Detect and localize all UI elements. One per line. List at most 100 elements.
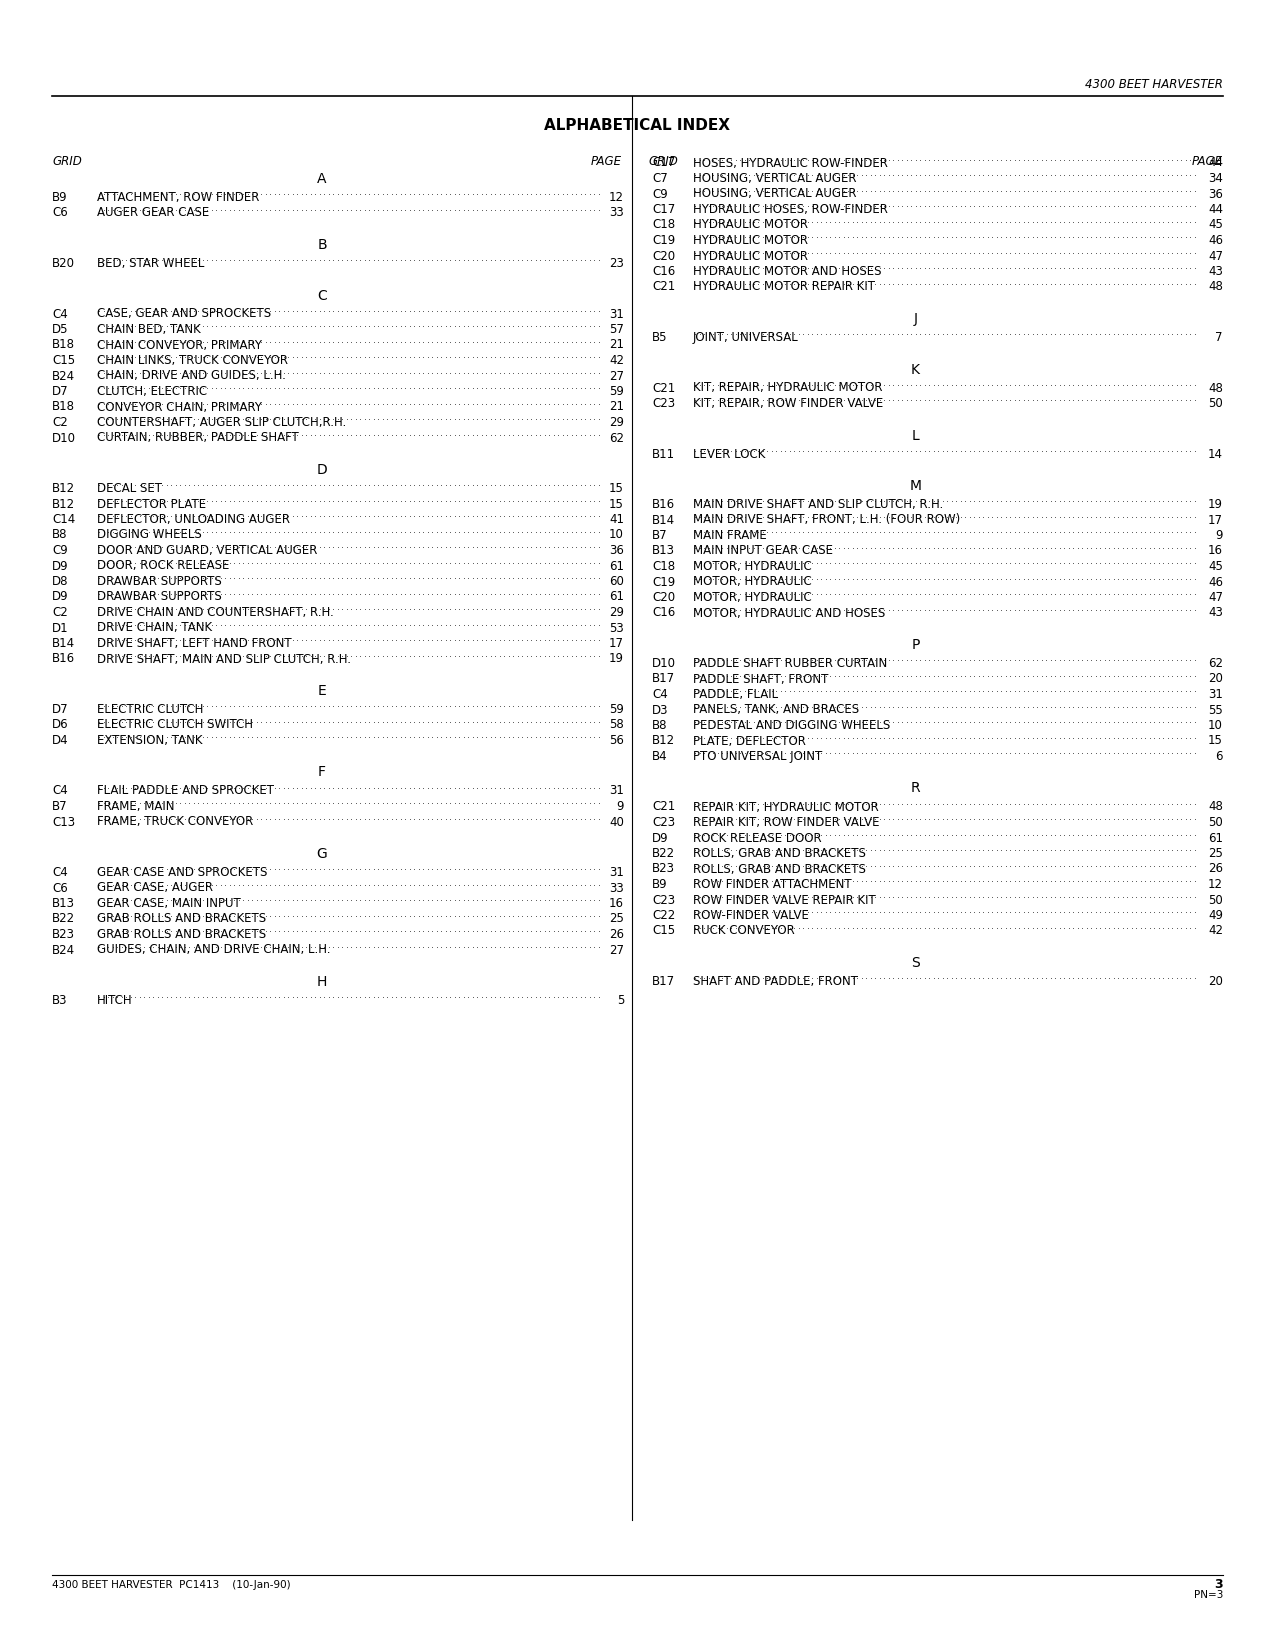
Text: MAIN DRIVE SHAFT, FRONT, L.H. (FOUR ROW): MAIN DRIVE SHAFT, FRONT, L.H. (FOUR ROW) (694, 513, 960, 526)
Text: C23: C23 (652, 894, 676, 906)
Text: C9: C9 (52, 544, 68, 558)
Text: 4300 BEET HARVESTER: 4300 BEET HARVESTER (1085, 78, 1223, 91)
Text: SHAFT AND PADDLE, FRONT: SHAFT AND PADDLE, FRONT (694, 975, 858, 988)
Text: 49: 49 (1207, 909, 1223, 922)
Text: C15: C15 (652, 924, 676, 937)
Text: PADDLE SHAFT RUBBER CURTAIN: PADDLE SHAFT RUBBER CURTAIN (694, 657, 887, 670)
Text: 50: 50 (1209, 817, 1223, 828)
Text: CHAIN, DRIVE AND GUIDES, L.H.: CHAIN, DRIVE AND GUIDES, L.H. (97, 370, 286, 383)
Text: DOOR AND GUARD, VERTICAL AUGER: DOOR AND GUARD, VERTICAL AUGER (97, 544, 317, 558)
Text: 47: 47 (1207, 591, 1223, 604)
Text: 46: 46 (1207, 234, 1223, 248)
Text: B12: B12 (52, 498, 75, 510)
Text: 12: 12 (1207, 878, 1223, 891)
Text: GRAB ROLLS AND BRACKETS: GRAB ROLLS AND BRACKETS (97, 927, 266, 940)
Text: 19: 19 (609, 652, 623, 665)
Text: EXTENSION, TANK: EXTENSION, TANK (97, 734, 203, 747)
Text: 20: 20 (1209, 673, 1223, 685)
Text: CASE, GEAR AND SPROCKETS: CASE, GEAR AND SPROCKETS (97, 307, 272, 320)
Text: CHAIN CONVEYOR, PRIMARY: CHAIN CONVEYOR, PRIMARY (97, 338, 261, 351)
Text: D8: D8 (52, 574, 69, 587)
Text: C15: C15 (52, 355, 75, 366)
Text: C23: C23 (652, 817, 676, 828)
Text: D10: D10 (52, 432, 76, 444)
Text: DRIVE CHAIN AND COUNTERSHAFT, R.H.: DRIVE CHAIN AND COUNTERSHAFT, R.H. (97, 606, 334, 619)
Text: 61: 61 (609, 559, 623, 573)
Text: GRAB ROLLS AND BRACKETS: GRAB ROLLS AND BRACKETS (97, 912, 266, 926)
Text: FLAIL PADDLE AND SPROCKET: FLAIL PADDLE AND SPROCKET (97, 784, 274, 797)
Text: C19: C19 (652, 576, 676, 589)
Text: A: A (317, 172, 326, 186)
Text: 55: 55 (1209, 703, 1223, 716)
Text: H: H (316, 975, 328, 988)
Text: HOUSING, VERTICAL AUGER: HOUSING, VERTICAL AUGER (694, 188, 857, 201)
Text: HYDRAULIC MOTOR AND HOSES: HYDRAULIC MOTOR AND HOSES (694, 266, 881, 277)
Text: P: P (912, 639, 919, 652)
Text: JOINT, UNIVERSAL: JOINT, UNIVERSAL (694, 332, 798, 343)
Text: 20: 20 (1209, 975, 1223, 988)
Text: C20: C20 (652, 249, 676, 262)
Text: GEAR CASE, AUGER: GEAR CASE, AUGER (97, 881, 213, 894)
Text: B16: B16 (652, 498, 676, 512)
Text: B24: B24 (52, 944, 75, 957)
Text: C13: C13 (52, 815, 75, 828)
Text: GEAR CASE AND SPROCKETS: GEAR CASE AND SPROCKETS (97, 866, 268, 879)
Text: 15: 15 (609, 498, 623, 510)
Text: DRIVE CHAIN, TANK: DRIVE CHAIN, TANK (97, 622, 212, 635)
Text: C4: C4 (52, 866, 68, 879)
Text: C20: C20 (652, 591, 676, 604)
Text: DRAWBAR SUPPORTS: DRAWBAR SUPPORTS (97, 574, 222, 587)
Text: 62: 62 (609, 432, 623, 444)
Text: 16: 16 (1207, 544, 1223, 558)
Text: HITCH: HITCH (97, 993, 133, 1006)
Text: DRAWBAR SUPPORTS: DRAWBAR SUPPORTS (97, 591, 222, 604)
Text: B8: B8 (52, 528, 68, 541)
Text: 26: 26 (609, 927, 623, 940)
Text: C16: C16 (652, 266, 676, 277)
Text: B8: B8 (652, 719, 668, 733)
Text: ALPHABETICAL INDEX: ALPHABETICAL INDEX (544, 119, 731, 134)
Text: MOTOR, HYDRAULIC AND HOSES: MOTOR, HYDRAULIC AND HOSES (694, 607, 885, 619)
Text: MAIN DRIVE SHAFT AND SLIP CLUTCH, R.H.: MAIN DRIVE SHAFT AND SLIP CLUTCH, R.H. (694, 498, 944, 512)
Text: B17: B17 (652, 673, 676, 685)
Text: C17: C17 (652, 203, 676, 216)
Text: D6: D6 (52, 718, 69, 731)
Text: L: L (912, 429, 919, 442)
Text: 12: 12 (609, 191, 623, 205)
Text: B3: B3 (52, 993, 68, 1006)
Text: B23: B23 (52, 927, 75, 940)
Text: DIGGING WHEELS: DIGGING WHEELS (97, 528, 201, 541)
Text: COUNTERSHAFT, AUGER SLIP CLUTCH,R.H.: COUNTERSHAFT, AUGER SLIP CLUTCH,R.H. (97, 416, 347, 429)
Text: 61: 61 (1207, 832, 1223, 845)
Text: PANELS, TANK, AND BRACES: PANELS, TANK, AND BRACES (694, 703, 859, 716)
Text: B22: B22 (652, 846, 676, 860)
Text: KIT, REPAIR, HYDRAULIC MOTOR: KIT, REPAIR, HYDRAULIC MOTOR (694, 381, 882, 394)
Text: CURTAIN, RUBBER, PADDLE SHAFT: CURTAIN, RUBBER, PADDLE SHAFT (97, 432, 298, 444)
Text: C7: C7 (652, 172, 668, 185)
Text: B20: B20 (52, 257, 75, 271)
Text: 31: 31 (609, 784, 623, 797)
Text: 9: 9 (617, 800, 623, 813)
Text: 41: 41 (609, 513, 623, 526)
Text: C2: C2 (52, 606, 68, 619)
Text: B16: B16 (52, 652, 75, 665)
Text: 29: 29 (609, 416, 623, 429)
Text: PADDLE, FLAIL: PADDLE, FLAIL (694, 688, 778, 701)
Text: B22: B22 (52, 912, 75, 926)
Text: 46: 46 (1207, 576, 1223, 589)
Text: 62: 62 (1207, 657, 1223, 670)
Text: 42: 42 (609, 355, 623, 366)
Text: C18: C18 (652, 559, 676, 573)
Text: GRID: GRID (52, 155, 82, 168)
Text: 42: 42 (1207, 924, 1223, 937)
Text: J: J (913, 312, 918, 327)
Text: LEVER LOCK: LEVER LOCK (694, 447, 765, 460)
Text: PADDLE SHAFT, FRONT: PADDLE SHAFT, FRONT (694, 673, 829, 685)
Text: MOTOR, HYDRAULIC: MOTOR, HYDRAULIC (694, 576, 812, 589)
Text: C4: C4 (652, 688, 668, 701)
Text: C16: C16 (652, 607, 676, 619)
Text: B13: B13 (52, 898, 75, 911)
Text: HYDRAULIC MOTOR: HYDRAULIC MOTOR (694, 249, 808, 262)
Text: RUCK CONVEYOR: RUCK CONVEYOR (694, 924, 794, 937)
Text: C21: C21 (652, 280, 676, 294)
